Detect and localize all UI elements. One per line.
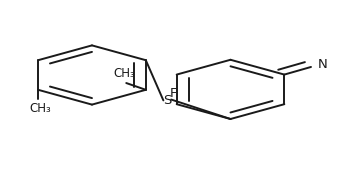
- Text: N: N: [318, 58, 327, 71]
- Text: F: F: [169, 87, 177, 100]
- Text: CH₃: CH₃: [29, 103, 51, 116]
- Text: S: S: [164, 94, 172, 107]
- Text: CH₃: CH₃: [113, 67, 135, 80]
